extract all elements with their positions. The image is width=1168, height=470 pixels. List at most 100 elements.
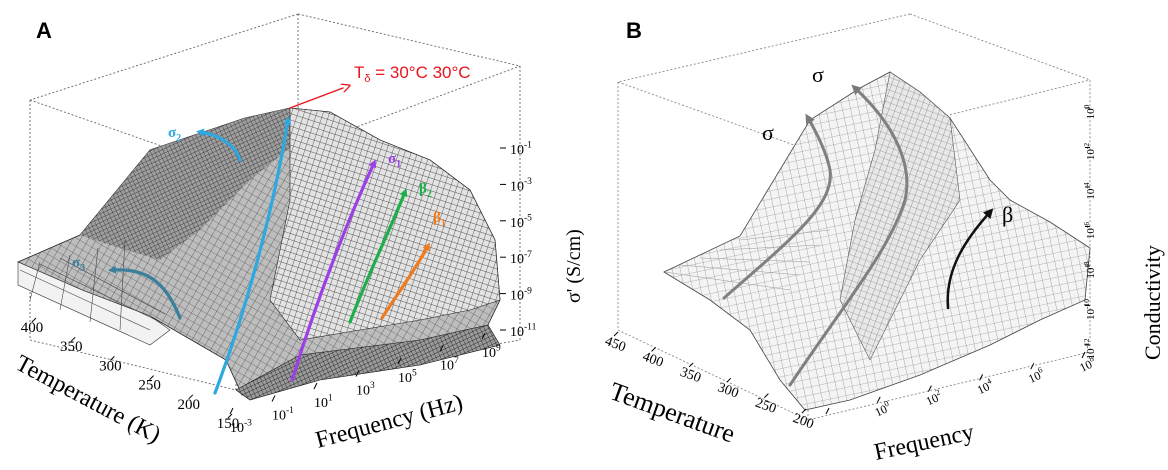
x-tick-a [439, 345, 444, 352]
y-tick-label-a: 250 [138, 378, 161, 394]
z-tick-label-b: 10-4 [1082, 182, 1097, 199]
y-tick-label-b: 350 [678, 365, 703, 386]
x-tick-b [825, 407, 830, 415]
x-tick-label-a: 101 [314, 394, 333, 411]
z-axis-b: 10-12 10-10 10-8 10-6 10-4 10-2 100 [1082, 104, 1097, 359]
arrow-sigma3 [108, 265, 182, 320]
y-tick-b [651, 347, 656, 352]
y-tick-label-b: 300 [716, 380, 741, 401]
x-tick-b [1030, 362, 1035, 370]
z-tick-label-a: 10-7 [510, 250, 532, 267]
panel-label-a: A [36, 18, 52, 43]
y-tick-label-a: 150 [217, 416, 240, 432]
x-tick-label-a: 105 [398, 369, 417, 386]
y-axis-b: 200 250 300 350 400 450 [603, 331, 816, 432]
x-tick-a [313, 382, 318, 390]
z-tick-label-b: 10-2 [1082, 143, 1097, 160]
z-tick-label-b: 100 [1082, 104, 1097, 119]
x-tick-label-a: 107 [440, 356, 459, 373]
y-tick-b [726, 377, 732, 383]
label-beta1: β1 [433, 210, 446, 229]
z-tick-label-a: 10-5 [510, 214, 532, 231]
x-axis-b: 100 102 104 106 108 [825, 351, 1098, 420]
y-tick-a [110, 356, 115, 361]
y-tick-label-b: 400 [640, 349, 665, 370]
x-tick-b [979, 374, 984, 381]
z-axis-label-a: σ' (S/cm) [563, 229, 585, 303]
surface-plot-a: A 10-11 10-9 10-7 10-5 10-3 10-1 σ' (S/cm) 15… [11, 13, 585, 454]
y-axis-label-a: Temperature (K) [11, 350, 165, 448]
label-sigma1: σ1 [388, 151, 401, 170]
z-axis-label-b: Conductivity [1140, 245, 1165, 360]
x-tick-label-a: 10-3 [230, 419, 252, 436]
x-tick-label-b: 100 [872, 399, 893, 420]
x-tick-a [481, 332, 486, 340]
x-tick-label-a: 10-1 [272, 406, 294, 423]
y-tick-label-b: 450 [603, 334, 628, 355]
y-tick-label-a: 400 [21, 320, 44, 336]
y-tick-a [188, 394, 194, 400]
y-tick-a [70, 336, 76, 342]
surface-mesh-b [663, 71, 1091, 411]
label-beta: β [1002, 202, 1013, 227]
x-tick-b [1081, 351, 1086, 359]
z-tick-label-a: 10-1 [510, 141, 532, 158]
y-tick-b [801, 408, 807, 414]
z-tick-label-b: 10-12 [1082, 338, 1097, 359]
y-tick-b [613, 331, 619, 337]
panel-a: A 10-11 10-9 10-7 10-5 10-3 10-1 σ' (S/cm) 15… [11, 13, 585, 454]
z-tick-label-a: 10-3 [510, 177, 532, 194]
y-tick-b [688, 362, 694, 368]
y-tick-label-a: 300 [99, 358, 122, 374]
arrow-beta2 [348, 188, 408, 324]
y-tick-label-a: 350 [60, 339, 83, 355]
x-tick-b [927, 385, 932, 392]
x-tick-a [397, 357, 402, 365]
z-axis-a: 10-11 10-9 10-7 10-5 10-3 10-1 [500, 141, 537, 340]
y-axis-a: 150 200 250 300 350 400 [21, 317, 240, 432]
z-tick-label-b: 10-6 [1082, 222, 1097, 239]
x-tick-label-b: 106 [1026, 365, 1047, 386]
arrow-beta1 [380, 242, 430, 320]
x-axis-a: 10-3 10-1 101 103 105 107 109 [229, 332, 501, 436]
arrow-beta [946, 208, 994, 310]
y-tick-a [31, 317, 37, 323]
label-sigma3: σ3 [72, 255, 85, 274]
y-tick-label-a: 200 [178, 397, 201, 413]
x-axis-label-b: Frequency [872, 419, 976, 465]
arrow-sigma2-curl [196, 128, 242, 162]
z-tick-label-b: 10-10 [1082, 299, 1097, 320]
arrow-sigma-left [722, 113, 832, 300]
label-beta2: β2 [419, 181, 432, 200]
z-tick-label-b: 10-8 [1082, 261, 1097, 278]
arrows-a [108, 88, 430, 395]
x-tick-a [355, 370, 360, 377]
panel-b: B 10-12 10-10 10-8 10-6 10-4 10-2 100 Conducti… [590, 0, 1168, 470]
x-tick-label-b: 108 [1077, 354, 1098, 375]
arrow-sigma-right [788, 84, 909, 387]
arrow-sigma1 [290, 159, 376, 382]
z-tick-label-a: 10-9 [510, 286, 532, 303]
y-tick-a [227, 413, 233, 419]
x-tick-a [271, 395, 276, 402]
label-sigma-top: σ [812, 62, 824, 87]
panel-label-b: B [626, 18, 642, 43]
arrows-b [722, 84, 994, 387]
x-tick-label-b: 104 [974, 376, 995, 397]
surface-plot-b: B 10-12 10-10 10-8 10-6 10-4 10-2 100 Conducti… [603, 13, 1165, 466]
y-tick-a [149, 375, 154, 380]
z-tick-label-a: 10-11 [510, 323, 537, 340]
label-sigma-left: σ [762, 120, 774, 145]
annotation-tdelta: Tδ = 30°C 30°C [354, 63, 471, 85]
label-sigma2: σ2 [168, 125, 181, 144]
y-tick-b [764, 393, 769, 398]
x-tick-label-a: 109 [482, 344, 501, 361]
y-tick-label-b: 200 [791, 411, 816, 432]
y-tick-label-b: 250 [753, 396, 778, 417]
arrow-tdelta [289, 88, 343, 109]
x-tick-label-a: 103 [356, 381, 375, 398]
arrow-sigma2 [213, 116, 292, 395]
x-axis-label-a: Frequency (Hz) [313, 390, 466, 454]
x-tick-a [229, 407, 234, 415]
x-tick-label-b: 102 [923, 388, 944, 409]
